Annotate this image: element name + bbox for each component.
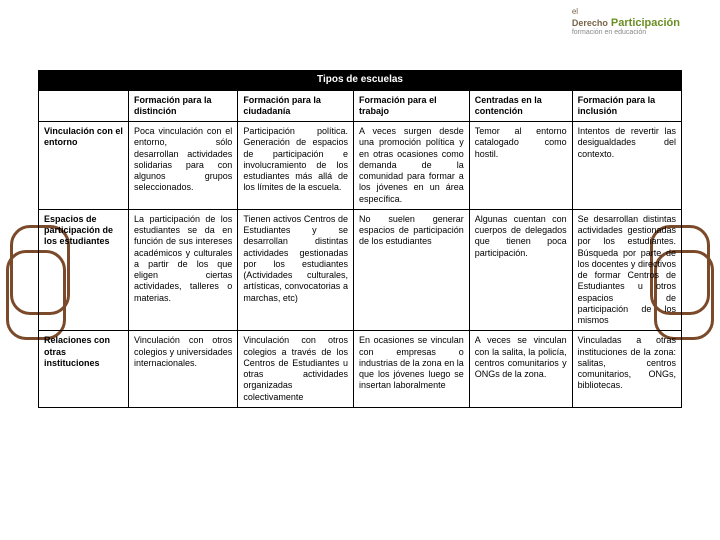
col-header: Formación para el trabajo [354, 90, 470, 122]
table-cell: Intentos de revertir las desigualdades d… [572, 122, 681, 210]
table-title: Tipos de escuelas [39, 71, 682, 91]
school-types-table: Tipos de escuelas Formación para la dist… [38, 70, 682, 408]
table-header-row: Formación para la distinción Formación p… [39, 90, 682, 122]
row-header: Espacios de participación de los estudia… [39, 209, 129, 331]
table-cell: Se desarrollan distintas actividades ges… [572, 209, 681, 331]
table-cell: Poca vinculación con el entorno, sólo de… [129, 122, 238, 210]
table-cell: A veces se vinculan con la salita, la po… [469, 331, 572, 408]
col-header: Formación para la distinción [129, 90, 238, 122]
brand-logo: el Derecho Participación formación en ed… [572, 8, 680, 37]
table-cell: No suelen generar espacios de participac… [354, 209, 470, 331]
table-cell: Vinculación con otros colegios a través … [238, 331, 354, 408]
row-header: Relaciones con otras instituciones [39, 331, 129, 408]
logo-line3: formación en educación [572, 29, 680, 37]
table-row: Relaciones con otras instituciones Vincu… [39, 331, 682, 408]
content-table-wrap: Tipos de escuelas Formación para la dist… [38, 70, 682, 408]
table-cell: Algunas cuentan con cuerpos de delegados… [469, 209, 572, 331]
table-cell: Temor al entorno catalogado como hostil. [469, 122, 572, 210]
table-cell: Vinculación con otros colegios y univers… [129, 331, 238, 408]
table-title-row: Tipos de escuelas [39, 71, 682, 91]
col-header [39, 90, 129, 122]
table-cell: La participación de los estudiantes se d… [129, 209, 238, 331]
col-header: Formación para la ciudadanía [238, 90, 354, 122]
table-row: Vinculación con el entorno Poca vinculac… [39, 122, 682, 210]
table-cell: A veces surgen desde una promoción polít… [354, 122, 470, 210]
table-cell: Tienen activos Centros de Estudiantes y … [238, 209, 354, 331]
table-cell: En ocasiones se vinculan con empresas o … [354, 331, 470, 408]
table-cell: Vinculadas a otras instituciones de la z… [572, 331, 681, 408]
table-cell: Participación política. Generación de es… [238, 122, 354, 210]
row-header: Vinculación con el entorno [39, 122, 129, 210]
logo-line2: Derecho Participación [572, 17, 680, 29]
col-header: Formación para la inclusión [572, 90, 681, 122]
table-row: Espacios de participación de los estudia… [39, 209, 682, 331]
col-header: Centradas en la contención [469, 90, 572, 122]
logo-line1: el [572, 8, 680, 17]
